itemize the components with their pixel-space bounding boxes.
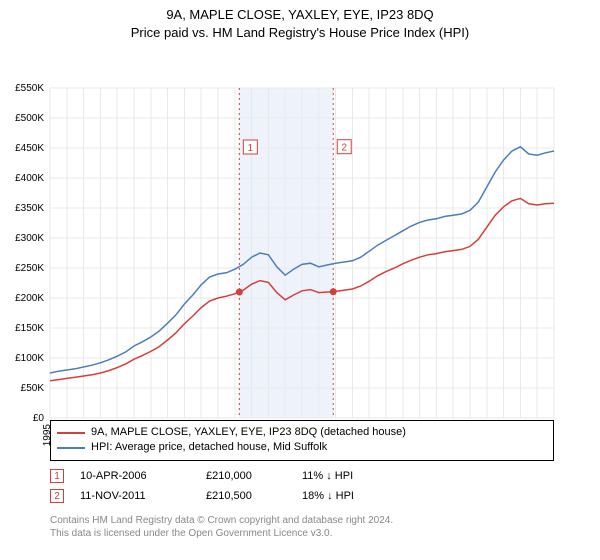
y-tick-label: £150K: [15, 323, 44, 334]
sale-point: [236, 289, 243, 296]
legend-swatch: [57, 447, 85, 449]
y-tick-label: £550K: [15, 83, 44, 94]
y-tick-label: £250K: [15, 263, 44, 274]
sale-price: £210,000: [206, 470, 286, 482]
y-tick-label: £200K: [15, 293, 44, 304]
y-tick-label: £50K: [21, 383, 45, 394]
footer-line-1: Contains HM Land Registry data © Crown c…: [50, 514, 393, 527]
chart-container: 9A, MAPLE CLOSE, YAXLEY, EYE, IP23 8DQ P…: [0, 0, 600, 560]
footer-line-2: This data is licensed under the Open Gov…: [50, 527, 393, 540]
price-chart: £0 £50K £100K £150K £200K £250K £300K £350K £400…: [0, 42, 600, 462]
sale-date: 10-APR-2006: [80, 470, 190, 482]
legend-label: HPI: Average price, detached house, Mid …: [91, 440, 327, 455]
title-block: 9A, MAPLE CLOSE, YAXLEY, EYE, IP23 8DQ P…: [0, 0, 600, 42]
legend-item: 9A, MAPLE CLOSE, YAXLEY, EYE, IP23 8DQ (…: [57, 425, 547, 440]
legend-label: 9A, MAPLE CLOSE, YAXLEY, EYE, IP23 8DQ (…: [91, 425, 406, 440]
sale-point: [330, 289, 337, 296]
sale-row-marker: 2: [50, 489, 64, 503]
y-tick-label: £100K: [15, 353, 44, 364]
attribution-footer: Contains HM Land Registry data © Crown c…: [50, 514, 393, 540]
y-tick-label: £350K: [15, 203, 44, 214]
sale-marker-number: 1: [248, 143, 254, 154]
sales-table: 1 10-APR-2006 £210,000 11% ↓ HPI 2 11-NOV-201…: [50, 466, 402, 506]
chart-subtitle: Price paid vs. HM Land Registry's House …: [0, 24, 600, 42]
y-tick-label: £500K: [15, 113, 44, 124]
sale-marker-number: 2: [341, 143, 347, 154]
sale-price: £210,500: [206, 490, 286, 502]
sale-hpi-delta: 11% ↓ HPI: [302, 470, 402, 482]
sale-row-marker: 1: [50, 469, 64, 483]
legend-swatch: [57, 432, 85, 434]
sale-date: 11-NOV-2011: [80, 490, 190, 502]
legend: 9A, MAPLE CLOSE, YAXLEY, EYE, IP23 8DQ (…: [50, 420, 554, 461]
sale-hpi-delta: 18% ↓ HPI: [302, 490, 402, 502]
y-tick-label: £0: [33, 413, 45, 424]
sale-row: 1 10-APR-2006 £210,000 11% ↓ HPI: [50, 466, 402, 486]
sale-row: 2 11-NOV-2011 £210,500 18% ↓ HPI: [50, 486, 402, 506]
chart-title-address: 9A, MAPLE CLOSE, YAXLEY, EYE, IP23 8DQ: [0, 6, 600, 24]
legend-item: HPI: Average price, detached house, Mid …: [57, 440, 547, 455]
y-tick-label: £450K: [15, 143, 44, 154]
y-tick-label: £300K: [15, 233, 44, 244]
y-tick-label: £400K: [15, 173, 44, 184]
